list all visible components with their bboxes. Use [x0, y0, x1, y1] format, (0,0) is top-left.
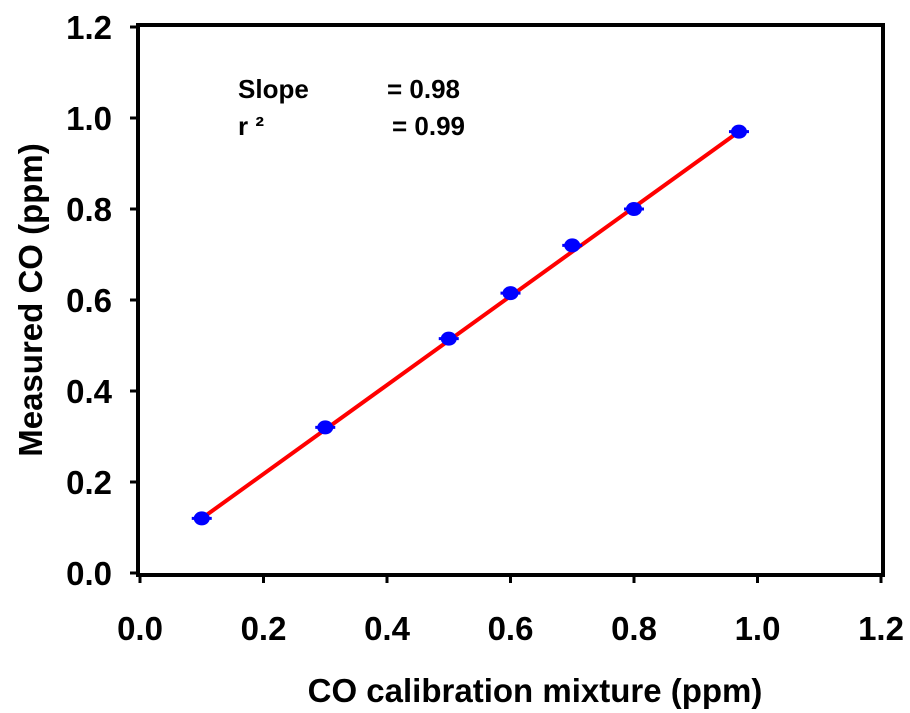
data-point	[438, 331, 459, 346]
data-point	[728, 124, 749, 139]
y-tick-label: 0.4	[66, 373, 113, 410]
fit-line	[199, 129, 741, 521]
point-marker	[440, 331, 457, 346]
y-tick-label: 0.0	[66, 555, 112, 592]
point-marker	[730, 124, 747, 139]
data-point	[500, 286, 521, 301]
x-tick-label: 1.2	[858, 610, 904, 647]
data-point	[315, 420, 336, 435]
point-marker	[502, 286, 519, 301]
data-point	[562, 238, 583, 253]
slope-value: = 0.98	[387, 74, 460, 104]
point-marker	[193, 511, 210, 526]
y-tick-label: 0.2	[66, 464, 112, 501]
y-tick-label: 0.6	[66, 282, 112, 319]
point-marker	[564, 238, 581, 253]
y-tick-label: 1.0	[66, 100, 112, 137]
data-point	[191, 511, 212, 526]
y-tick-labels: 0.0 0.2 0.4 0.6 0.8 1.0 1.2	[66, 9, 113, 592]
point-marker	[626, 202, 642, 216]
data-points	[191, 124, 749, 526]
x-tick-label: 0.2	[241, 610, 287, 647]
data-point	[624, 202, 644, 216]
y-tick-label: 1.2	[66, 9, 112, 46]
r2-value: = 0.99	[392, 111, 465, 141]
fit-line-group	[199, 129, 741, 521]
x-axis-title: CO calibration mixture (ppm)	[308, 672, 763, 709]
axis-ticks	[130, 25, 883, 583]
x-tick-label: 0.8	[611, 610, 657, 647]
x-tick-label: 0.4	[364, 610, 411, 647]
y-axis-title: Measured CO (ppm)	[12, 143, 49, 457]
x-tick-labels: 0.0 0.2 0.4 0.6 0.8 1.0 1.2	[117, 610, 904, 647]
x-tick-label: 0.0	[117, 610, 163, 647]
x-tick-label: 1.0	[735, 610, 781, 647]
slope-label: Slope	[238, 74, 309, 104]
x-tick-label: 0.6	[488, 610, 534, 647]
point-marker	[317, 420, 334, 435]
r2-label: r ²	[238, 111, 264, 141]
y-tick-label: 0.8	[66, 191, 112, 228]
